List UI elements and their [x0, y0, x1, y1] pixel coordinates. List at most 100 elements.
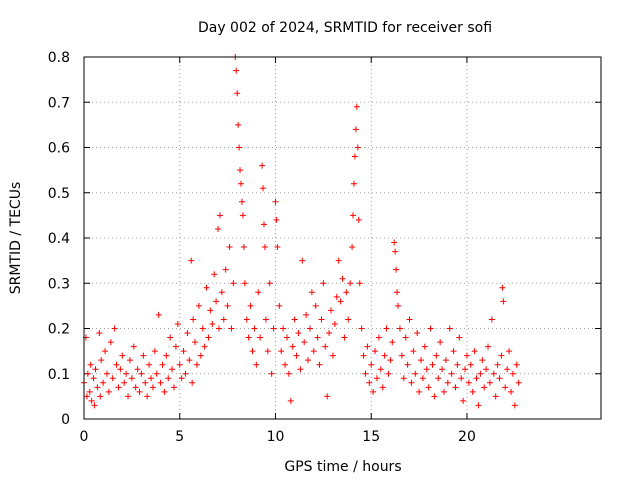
x-tick-label: 0	[80, 429, 89, 445]
data-point	[186, 357, 193, 364]
data-point	[488, 316, 495, 323]
data-point	[364, 343, 371, 350]
data-point	[86, 388, 93, 395]
data-point	[172, 343, 179, 350]
data-point	[146, 361, 153, 368]
data-point	[130, 343, 137, 350]
data-point	[433, 352, 440, 359]
data-point	[393, 266, 400, 273]
y-tick-label: 0.5	[48, 186, 70, 202]
data-point	[398, 352, 405, 359]
data-point	[180, 348, 187, 355]
data-point	[454, 361, 461, 368]
data-point	[314, 334, 321, 341]
data-point	[94, 384, 101, 391]
data-point	[111, 325, 118, 332]
data-point	[211, 271, 218, 278]
data-point	[508, 388, 515, 395]
data-point	[437, 339, 444, 346]
data-point	[322, 343, 329, 350]
data-point	[312, 302, 319, 309]
data-point	[291, 316, 298, 323]
data-point	[446, 325, 453, 332]
data-point	[169, 366, 176, 373]
data-point	[240, 244, 247, 251]
data-point	[203, 284, 210, 291]
data-point	[273, 216, 280, 223]
data-point	[373, 375, 380, 382]
data-point	[469, 388, 476, 395]
data-point	[260, 185, 267, 192]
data-point	[421, 343, 428, 350]
data-point	[176, 361, 183, 368]
data-point	[159, 361, 166, 368]
data-point	[387, 357, 394, 364]
data-point	[97, 393, 104, 400]
data-point	[381, 352, 388, 359]
data-point	[293, 352, 300, 359]
data-point	[483, 366, 490, 373]
data-point	[511, 402, 518, 409]
data-point	[509, 370, 516, 377]
data-point	[463, 352, 470, 359]
x-tick-label: 5	[175, 429, 184, 445]
y-tick-label: 0.6	[48, 141, 70, 157]
data-point	[249, 348, 256, 355]
data-point	[257, 334, 264, 341]
data-point	[427, 325, 434, 332]
data-point	[255, 289, 262, 296]
data-point	[343, 289, 350, 296]
y-tick-label: 0.8	[48, 50, 70, 66]
data-point	[280, 325, 287, 332]
data-point	[245, 334, 252, 341]
data-point	[400, 375, 407, 382]
data-point	[355, 216, 362, 223]
data-point	[498, 352, 505, 359]
data-point	[98, 357, 105, 364]
data-point	[105, 388, 112, 395]
data-point	[241, 280, 248, 287]
data-point	[264, 348, 271, 355]
data-point	[199, 325, 206, 332]
data-point	[289, 343, 296, 350]
data-point	[190, 316, 197, 323]
data-point	[268, 370, 275, 377]
data-point	[148, 375, 155, 382]
data-point	[320, 280, 327, 287]
data-point	[377, 366, 384, 373]
data-point	[87, 361, 94, 368]
data-point	[201, 343, 208, 350]
data-point	[345, 316, 352, 323]
data-point	[358, 325, 365, 332]
data-point	[193, 361, 200, 368]
data-point	[115, 384, 122, 391]
data-point	[475, 402, 482, 409]
data-point	[230, 280, 237, 287]
data-point	[301, 339, 308, 346]
data-point	[504, 366, 511, 373]
data-point	[261, 244, 268, 251]
data-point	[395, 302, 402, 309]
data-point	[96, 330, 103, 337]
data-point	[305, 357, 312, 364]
data-point	[423, 366, 430, 373]
data-point	[259, 162, 266, 169]
data-point	[418, 357, 425, 364]
y-tick-label: 0.7	[48, 95, 70, 111]
y-tick-label: 0.1	[48, 367, 70, 383]
data-point	[339, 275, 346, 282]
data-points	[81, 54, 522, 409]
data-point	[237, 167, 244, 174]
data-point	[197, 352, 204, 359]
data-point	[389, 339, 396, 346]
data-point	[151, 348, 158, 355]
data-point	[496, 375, 503, 382]
data-point	[425, 384, 432, 391]
data-point	[431, 393, 438, 400]
data-point	[329, 352, 336, 359]
data-point	[385, 370, 392, 377]
data-point	[102, 348, 109, 355]
data-point	[189, 379, 196, 386]
data-point	[435, 375, 442, 382]
data-point	[356, 280, 363, 287]
